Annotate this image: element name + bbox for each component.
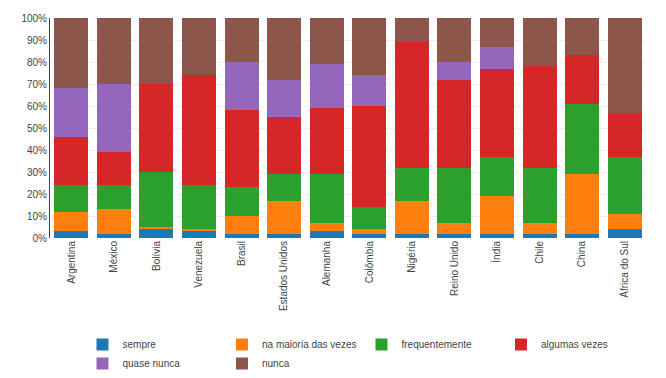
svg-text:China: China: [576, 241, 587, 268]
svg-text:Bolívia: Bolívia: [151, 241, 162, 271]
svg-text:30%: 30%: [27, 167, 47, 178]
svg-text:40%: 40%: [27, 145, 47, 156]
svg-text:10%: 10%: [27, 211, 47, 222]
svg-text:50%: 50%: [27, 123, 47, 134]
svg-text:quase nunca: quase nunca: [123, 358, 181, 369]
svg-text:Reino Unido: Reino Unido: [449, 241, 460, 296]
svg-text:sempre: sempre: [123, 339, 157, 350]
svg-text:90%: 90%: [27, 35, 47, 46]
svg-text:Venezuela: Venezuela: [193, 241, 204, 288]
svg-text:100%: 100%: [21, 13, 47, 24]
svg-text:na maioria das vezes: na maioria das vezes: [262, 339, 357, 350]
svg-text:frequentemente: frequentemente: [402, 339, 472, 350]
svg-text:Chile: Chile: [534, 241, 545, 264]
svg-text:Estados Unidos: Estados Unidos: [278, 241, 289, 311]
svg-text:0%: 0%: [33, 233, 48, 244]
svg-text:Brasil: Brasil: [236, 241, 247, 266]
svg-text:80%: 80%: [27, 57, 47, 68]
svg-text:60%: 60%: [27, 101, 47, 112]
svg-text:Colômbia: Colômbia: [364, 241, 375, 284]
svg-text:Nigéria: Nigéria: [406, 241, 417, 273]
svg-text:México: México: [108, 241, 119, 273]
svg-text:70%: 70%: [27, 79, 47, 90]
svg-text:nunca: nunca: [262, 358, 290, 369]
svg-text:Alemanha: Alemanha: [321, 241, 332, 286]
svg-text:algumas vezes: algumas vezes: [541, 339, 608, 350]
svg-text:Argentina: Argentina: [66, 241, 77, 284]
svg-text:Índia: Índia: [490, 241, 502, 263]
svg-text:20%: 20%: [27, 189, 47, 200]
svg-text:África do Sul: África do Sul: [618, 241, 630, 298]
